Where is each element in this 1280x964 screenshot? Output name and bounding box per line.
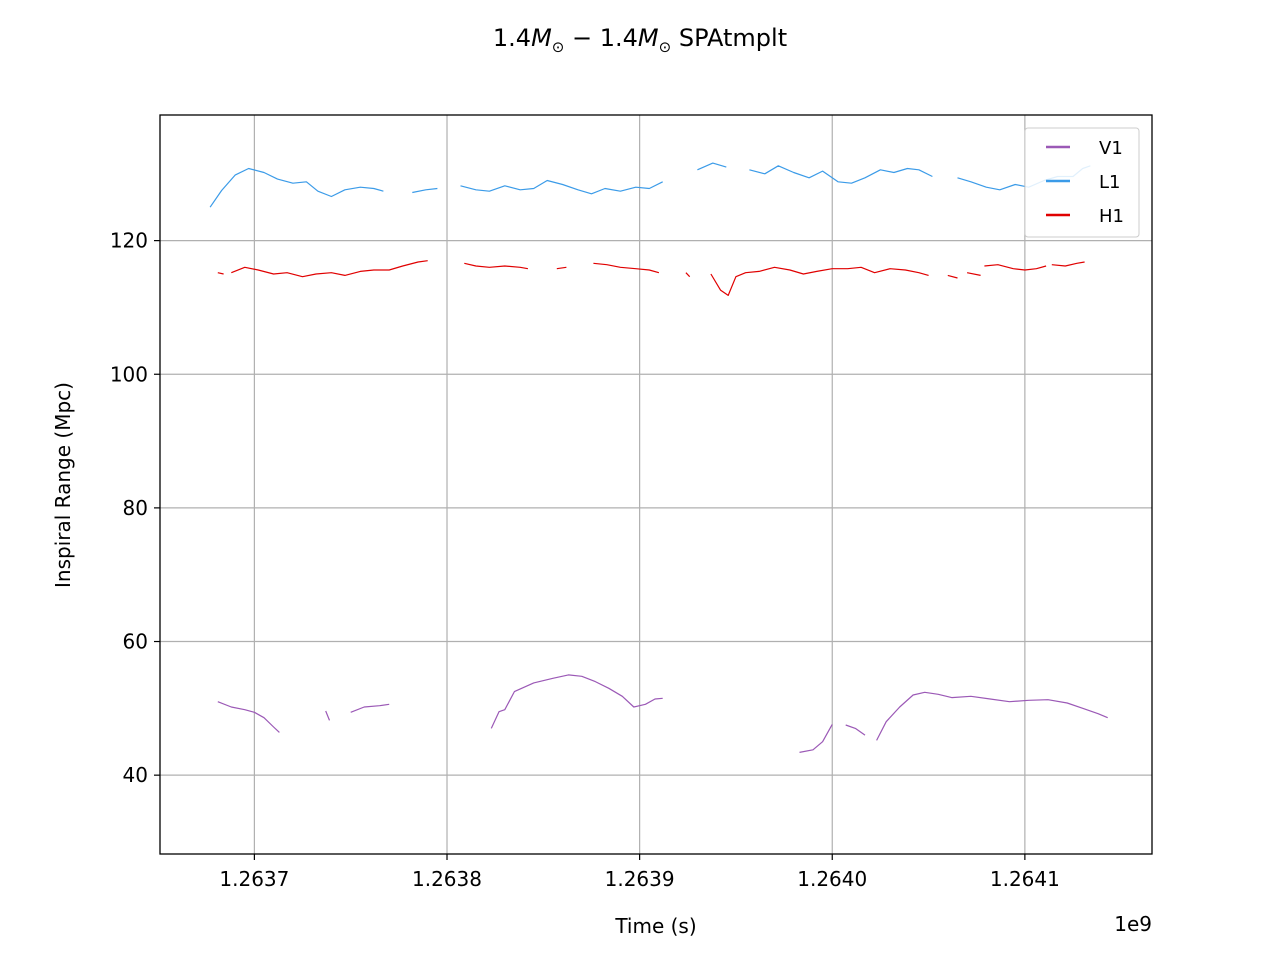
- y-tick-label: 60: [123, 630, 148, 654]
- y-tick-label: 40: [123, 763, 148, 787]
- chart-title: 1.4M⊙ − 1.4M⊙ SPAtmplt: [493, 24, 787, 56]
- x-tick-label: 1.2641: [990, 867, 1060, 891]
- y-axis-ticks: 40 60 80 100 120: [110, 229, 160, 787]
- series-line-l1: [209, 162, 1091, 208]
- legend-label-h1: H1: [1099, 206, 1124, 227]
- series-line-h1: [217, 260, 1085, 296]
- y-axis-label: Inspiral Range (Mpc): [51, 382, 75, 588]
- legend-label-v1: V1: [1099, 138, 1123, 159]
- x-axis-ticks: 1.2637 1.2638 1.2639 1.2640 1.2641: [219, 854, 1060, 891]
- legend-label-l1: L1: [1099, 172, 1120, 193]
- x-axis-label: Time (s): [614, 914, 696, 938]
- legend-box: [1024, 127, 1140, 238]
- x-tick-label: 1.2637: [219, 867, 289, 891]
- y-tick-label: 120: [110, 229, 148, 253]
- grid-lines: [160, 115, 1152, 854]
- x-tick-label: 1.2638: [412, 867, 482, 891]
- legend-entries: V1 L1 H1: [1046, 138, 1124, 227]
- y-tick-label: 80: [123, 496, 148, 520]
- plot-area-frame: [159, 114, 1153, 855]
- x-axis-offset-text: 1e9: [1114, 912, 1152, 936]
- series-line-v1: [217, 674, 1108, 753]
- plot-series: [209, 162, 1108, 753]
- legend: V1 L1 H1: [1024, 127, 1140, 238]
- y-tick-label: 100: [110, 362, 148, 386]
- x-tick-label: 1.2639: [605, 867, 675, 891]
- x-tick-label: 1.2640: [797, 867, 867, 891]
